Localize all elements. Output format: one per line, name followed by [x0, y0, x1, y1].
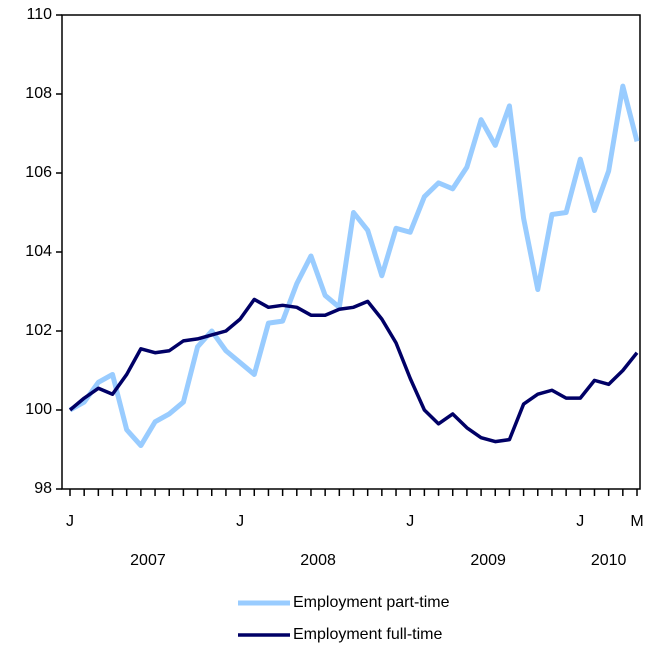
x-group-label: 2009: [470, 552, 506, 569]
y-tick-label: 100: [25, 401, 52, 418]
x-group-label: 2008: [300, 552, 336, 569]
x-tick-label: M: [630, 513, 643, 530]
x-tick-label: J: [576, 513, 584, 530]
y-tick-label: 106: [25, 164, 52, 181]
series-line: [68, 297, 639, 444]
y-tick-label: 98: [34, 480, 52, 497]
plot-frame: [61, 14, 641, 490]
x-tick-label: J: [406, 513, 414, 530]
y-tick-label: 104: [25, 243, 52, 260]
x-tick-label: J: [236, 513, 244, 530]
x-group-label: 2007: [130, 552, 166, 569]
y-tick-label: 102: [25, 322, 52, 339]
legend-label: Employment part-time: [293, 594, 450, 611]
y-tick-label: 110: [26, 6, 52, 23]
x-tick-label: J: [66, 513, 74, 530]
x-group-label: 2010: [591, 552, 627, 569]
series-line: [68, 83, 640, 449]
y-tick-label: 108: [25, 85, 52, 102]
legend-label: Employment full-time: [293, 626, 442, 643]
